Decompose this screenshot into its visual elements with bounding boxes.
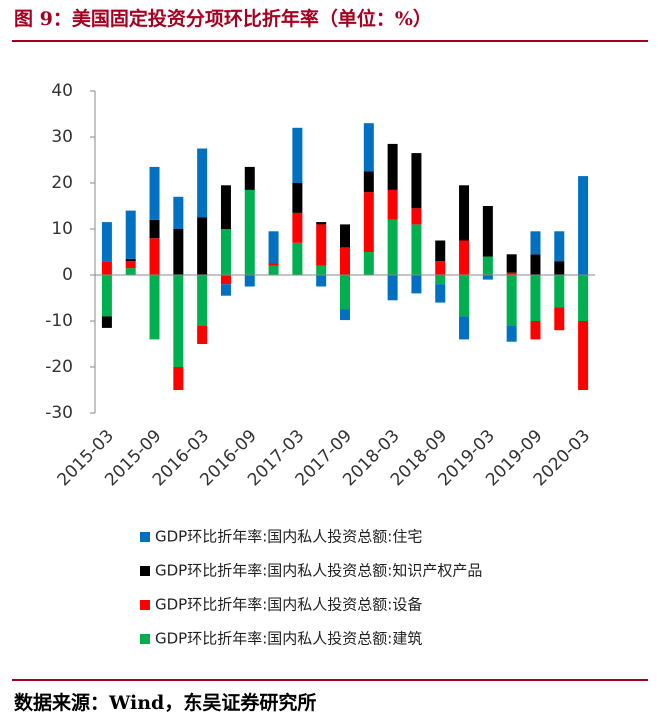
- bar-segment: [506, 325, 517, 342]
- bar-segment: [554, 275, 565, 308]
- bar-segment: [363, 252, 374, 275]
- bar-segment: [435, 240, 446, 262]
- bar-segment: [316, 222, 327, 225]
- bar-segment: [173, 196, 184, 229]
- bar-segment: [125, 258, 136, 262]
- bar-segment: [125, 210, 136, 259]
- bar-segment: [101, 316, 112, 328]
- bar-segment: [387, 219, 398, 275]
- bar-segment: [244, 166, 255, 190]
- bar-segment: [530, 275, 541, 321]
- y-tick-label: -30: [45, 403, 73, 423]
- bar-segment: [244, 189, 255, 275]
- bar-segment: [459, 240, 470, 275]
- bar-segment: [268, 265, 279, 275]
- bar-segment: [316, 275, 327, 287]
- bar-segment: [292, 212, 303, 243]
- bar-segment: [482, 275, 493, 280]
- bar-segment: [173, 367, 184, 390]
- bar-segment: [197, 325, 208, 344]
- bar-segment: [435, 261, 446, 275]
- bar-segment: [363, 123, 374, 172]
- bar-segment: [340, 275, 350, 310]
- bar-segment: [482, 256, 493, 275]
- legend-swatch: [140, 600, 150, 610]
- bar-segment: [197, 217, 208, 275]
- bar-segment: [220, 229, 231, 275]
- bar-segment: [387, 275, 398, 301]
- bar-segment: [411, 224, 422, 275]
- bar-segment: [244, 275, 255, 287]
- bar-segment: [554, 231, 565, 262]
- y-tick-label: -10: [45, 311, 73, 331]
- bar-segment: [197, 275, 208, 326]
- bar-segment: [411, 208, 422, 225]
- bar-segment: [482, 206, 493, 257]
- bar-segment: [149, 166, 160, 220]
- y-tick-label: 20: [51, 173, 73, 193]
- bar-segment: [435, 284, 446, 303]
- bar-segment: [292, 183, 303, 213]
- bar-segment: [149, 238, 160, 275]
- legend-label: GDP环比折年率:国内私人投资总额:知识产权产品: [155, 562, 482, 580]
- legend-label: GDP环比折年率:国内私人投资总额:住宅: [155, 528, 422, 546]
- bar-segment: [578, 275, 589, 321]
- bar-segment: [387, 189, 398, 220]
- legend-swatch: [140, 634, 150, 644]
- bar-segment: [530, 321, 541, 340]
- y-tick-label: -20: [45, 357, 73, 377]
- bar-segment: [340, 224, 350, 248]
- y-tick-label: 0: [62, 265, 73, 285]
- bar-segment: [554, 261, 565, 275]
- bar-segment: [220, 284, 231, 296]
- bar-segment: [340, 309, 350, 321]
- legend-swatch: [140, 532, 150, 542]
- bar-segment: [506, 275, 517, 326]
- bar-segment: [554, 307, 565, 331]
- bar-segment: [125, 261, 136, 269]
- bar-segment: [411, 153, 422, 209]
- y-tick-label: 40: [51, 81, 73, 101]
- bar-segment: [197, 148, 208, 218]
- bar-segment: [220, 185, 231, 229]
- bar-segment: [578, 176, 589, 275]
- bar-segment: [292, 242, 303, 275]
- bar-segment: [292, 127, 303, 183]
- bar-segment: [578, 321, 589, 390]
- bar-segment: [220, 275, 231, 285]
- bar-segment: [149, 275, 160, 340]
- bar-segment: [506, 254, 517, 273]
- legend-swatch: [140, 566, 150, 576]
- bar-segment: [411, 275, 422, 294]
- bar-segment: [173, 275, 184, 367]
- legend-label: GDP环比折年率:国内私人投资总额:设备: [155, 596, 422, 614]
- bar-segment: [149, 219, 160, 239]
- bar-segment: [268, 263, 279, 266]
- bar-segment: [459, 275, 470, 317]
- bar-segment: [363, 192, 374, 252]
- bar-segment: [340, 247, 350, 275]
- bar-segment: [101, 222, 112, 262]
- y-tick-label: 30: [51, 127, 73, 147]
- bar-segment: [316, 224, 327, 266]
- source: 数据来源：Wind，东吴证券研究所: [14, 691, 316, 714]
- bar-segment: [530, 254, 541, 275]
- bar-segment: [459, 316, 470, 340]
- legend-label: GDP环比折年率:国内私人投资总额:建筑: [155, 630, 422, 648]
- chart-title: 图 9：美国固定投资分项环比折年率（单位：%）: [14, 7, 432, 30]
- bar-segment: [530, 231, 541, 255]
- bar-segment: [363, 171, 374, 193]
- bar-segment: [101, 261, 112, 275]
- bar-segment: [268, 231, 279, 264]
- bar-segment: [125, 268, 136, 275]
- bar-segment: [316, 265, 327, 275]
- bar-segment: [387, 143, 398, 190]
- bar-segment: [435, 275, 446, 285]
- bar-segment: [506, 272, 517, 275]
- y-tick-label: 10: [51, 219, 73, 239]
- bar-segment: [459, 185, 470, 241]
- bar-segment: [101, 275, 112, 317]
- bar-segment: [173, 229, 184, 275]
